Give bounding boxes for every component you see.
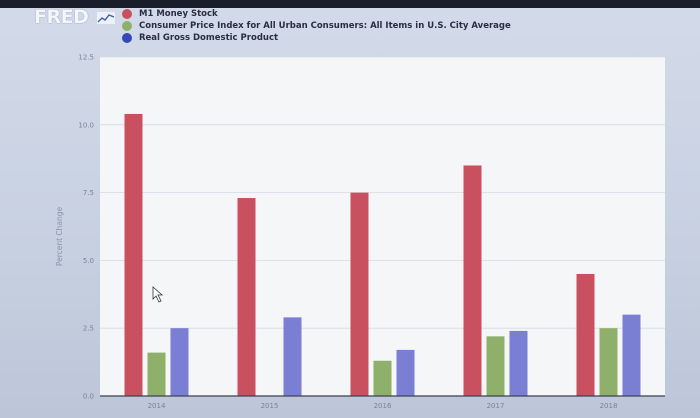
x-tick-label: 2018: [600, 402, 618, 410]
y-tick-label: 5.0: [83, 257, 94, 265]
plot-area: [100, 57, 665, 396]
bar-2016-series-1[interactable]: [350, 192, 369, 396]
top-bezel: [0, 0, 700, 8]
y-tick-label: 2.5: [83, 325, 94, 333]
fred-logo: FRED: [34, 6, 89, 28]
bar-2015-series-1[interactable]: [237, 198, 256, 396]
bars: [124, 113, 641, 397]
x-tick-label: 2014: [148, 402, 166, 410]
bar-2014-series-2[interactable]: [147, 352, 166, 396]
bar-2017-series-2[interactable]: [486, 336, 505, 396]
legend-swatch-green: [122, 21, 132, 31]
legend-item-cpi[interactable]: Consumer Price Index for All Urban Consu…: [122, 20, 511, 32]
bar-2017-series-3[interactable]: [509, 330, 528, 396]
legend-item-m1[interactable]: M1 Money Stock: [122, 8, 511, 20]
bar-2016-series-3[interactable]: [396, 349, 415, 396]
fred-logo-graph-icon: [97, 12, 115, 24]
bar-2018-series-2[interactable]: [599, 328, 618, 396]
y-axis-title: Percent Change: [55, 206, 64, 266]
x-tick-label: 2017: [487, 402, 505, 410]
bar-2018-series-1[interactable]: [576, 273, 595, 396]
legend-item-gdp[interactable]: Real Gross Domestic Product: [122, 32, 511, 44]
legend-swatch-red: [122, 9, 132, 19]
x-tick-label: 2015: [261, 402, 279, 410]
chart-legend: M1 Money Stock Consumer Price Index for …: [122, 8, 511, 44]
y-tick-label: 0.0: [83, 393, 94, 401]
bar-2014-series-1[interactable]: [124, 113, 143, 397]
legend-swatch-blue: [122, 33, 132, 43]
bar-2018-series-3[interactable]: [622, 314, 641, 396]
y-tick-label: 7.5: [83, 189, 94, 197]
legend-label: Real Gross Domestic Product: [139, 33, 279, 43]
x-tick-label: 2016: [374, 402, 392, 410]
legend-label: Consumer Price Index for All Urban Consu…: [139, 21, 511, 31]
y-tick-label: 10.0: [78, 121, 94, 129]
bar-2017-series-1[interactable]: [463, 165, 482, 396]
bar-2015-series-3[interactable]: [283, 317, 302, 396]
mouse-pointer-icon: [152, 286, 164, 303]
bar-2014-series-3[interactable]: [170, 328, 189, 396]
bar-2016-series-2[interactable]: [373, 360, 392, 396]
y-axis-ticks: 0.0 2.5 5.0 7.5 10.0 12.5: [78, 54, 94, 401]
legend-label: M1 Money Stock: [139, 9, 218, 19]
x-axis-ticks: 2014 2015 2016 2017 2018: [148, 402, 618, 410]
y-tick-label: 12.5: [78, 54, 94, 62]
